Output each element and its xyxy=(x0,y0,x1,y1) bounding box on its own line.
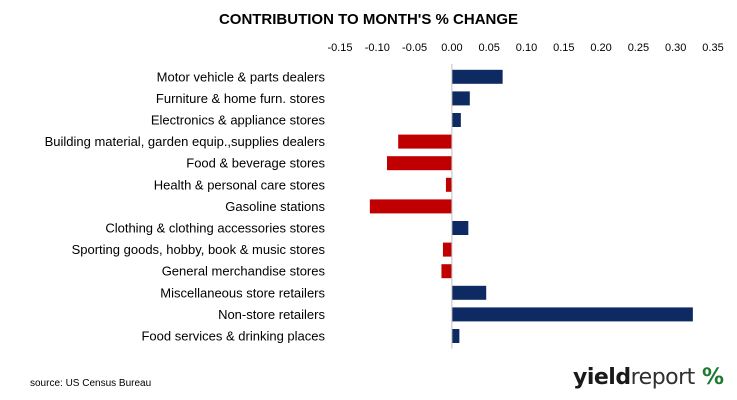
category-label: Clothing & clothing accessories stores xyxy=(105,221,325,236)
bar xyxy=(451,91,470,106)
category-label: Non-store retailers xyxy=(218,307,325,322)
category-label: Building material, garden equip.,supplie… xyxy=(45,134,326,149)
category-label: Food services & drinking places xyxy=(141,329,325,344)
bar xyxy=(451,221,469,235)
category-label: Health & personal care stores xyxy=(154,177,326,192)
logo-percent-icon: % xyxy=(701,365,724,390)
bar xyxy=(451,307,693,322)
category-label: Furniture & home furn. stores xyxy=(156,91,326,106)
x-tick-label: 0.05 xyxy=(478,42,499,54)
x-tick-label: 0.25 xyxy=(628,42,649,54)
x-tick-label: 0.15 xyxy=(553,42,574,54)
x-tick-label: -0.15 xyxy=(327,42,352,54)
category-label: Motor vehicle & parts dealers xyxy=(157,69,326,84)
category-label: Miscellaneous store retailers xyxy=(160,285,325,300)
x-tick-label: 0.30 xyxy=(665,42,686,54)
chart-title: CONTRIBUTION TO MONTH'S % CHANGE xyxy=(218,11,519,28)
x-tick-label: 0.35 xyxy=(702,42,723,54)
logo-part-report: report xyxy=(630,365,696,390)
x-tick-label: -0.05 xyxy=(402,42,427,54)
bar xyxy=(451,113,461,127)
x-tick-label: 0.10 xyxy=(516,42,537,54)
bar xyxy=(451,69,503,84)
category-label: Sporting goods, hobby, book & music stor… xyxy=(72,242,326,257)
bar xyxy=(369,199,452,214)
category-label: Food & beverage stores xyxy=(186,156,325,171)
bar xyxy=(451,285,487,300)
bar xyxy=(441,264,452,279)
bar xyxy=(386,156,452,171)
x-tick-label: 0.00 xyxy=(441,42,462,54)
bar xyxy=(451,329,460,343)
category-label: Gasoline stations xyxy=(225,199,325,214)
source-note: source: US Census Bureau xyxy=(30,378,152,389)
bar xyxy=(398,134,452,149)
bar xyxy=(445,177,452,192)
bar xyxy=(442,242,452,257)
x-tick-label: -0.10 xyxy=(365,42,390,54)
category-label: General merchandise stores xyxy=(162,264,326,279)
logo-part-yield: yield xyxy=(573,365,631,390)
x-tick-label: 0.20 xyxy=(590,42,611,54)
yieldreport-logo: yieldreport % xyxy=(573,365,724,390)
category-label: Electronics & appliance stores xyxy=(151,113,326,128)
